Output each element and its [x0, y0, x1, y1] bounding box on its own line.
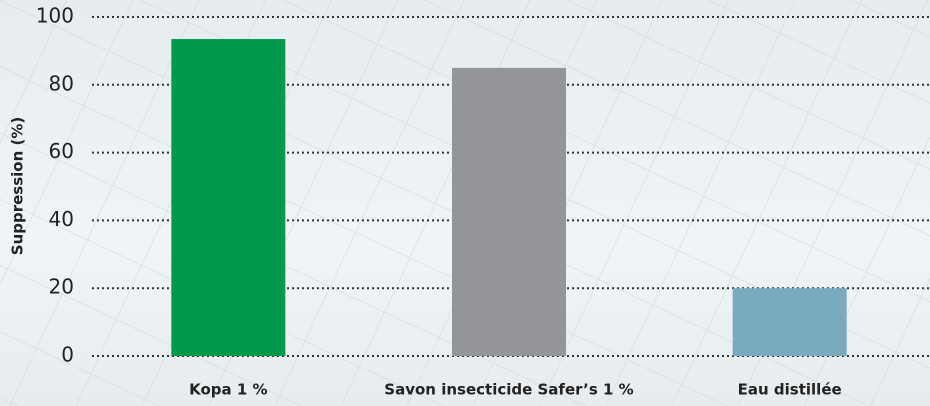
- chart: Suppression (%) 0 20 40 60 80 100 Kopa 1 % Savo…: [0, 0, 930, 406]
- bar: [733, 288, 847, 356]
- bar: [452, 68, 566, 356]
- x-tick-label: Eau distillée: [738, 381, 842, 399]
- x-tick-label: Savon insecticide Safer’s 1 %: [384, 381, 633, 399]
- y-axis-label: Suppression (%): [9, 117, 27, 255]
- y-tick-label: 60: [49, 139, 74, 163]
- y-tick-label: 80: [49, 71, 74, 95]
- y-tick-label: 40: [49, 207, 74, 231]
- y-tick-label: 0: [61, 343, 74, 367]
- page: Suppression (%) 0 20 40 60 80 100 Kopa 1 % Savo…: [0, 0, 930, 406]
- x-tick-label: Kopa 1 %: [189, 381, 267, 399]
- y-tick-label: 20: [49, 275, 74, 299]
- y-tick-label: 100: [36, 4, 74, 28]
- bar: [171, 39, 285, 356]
